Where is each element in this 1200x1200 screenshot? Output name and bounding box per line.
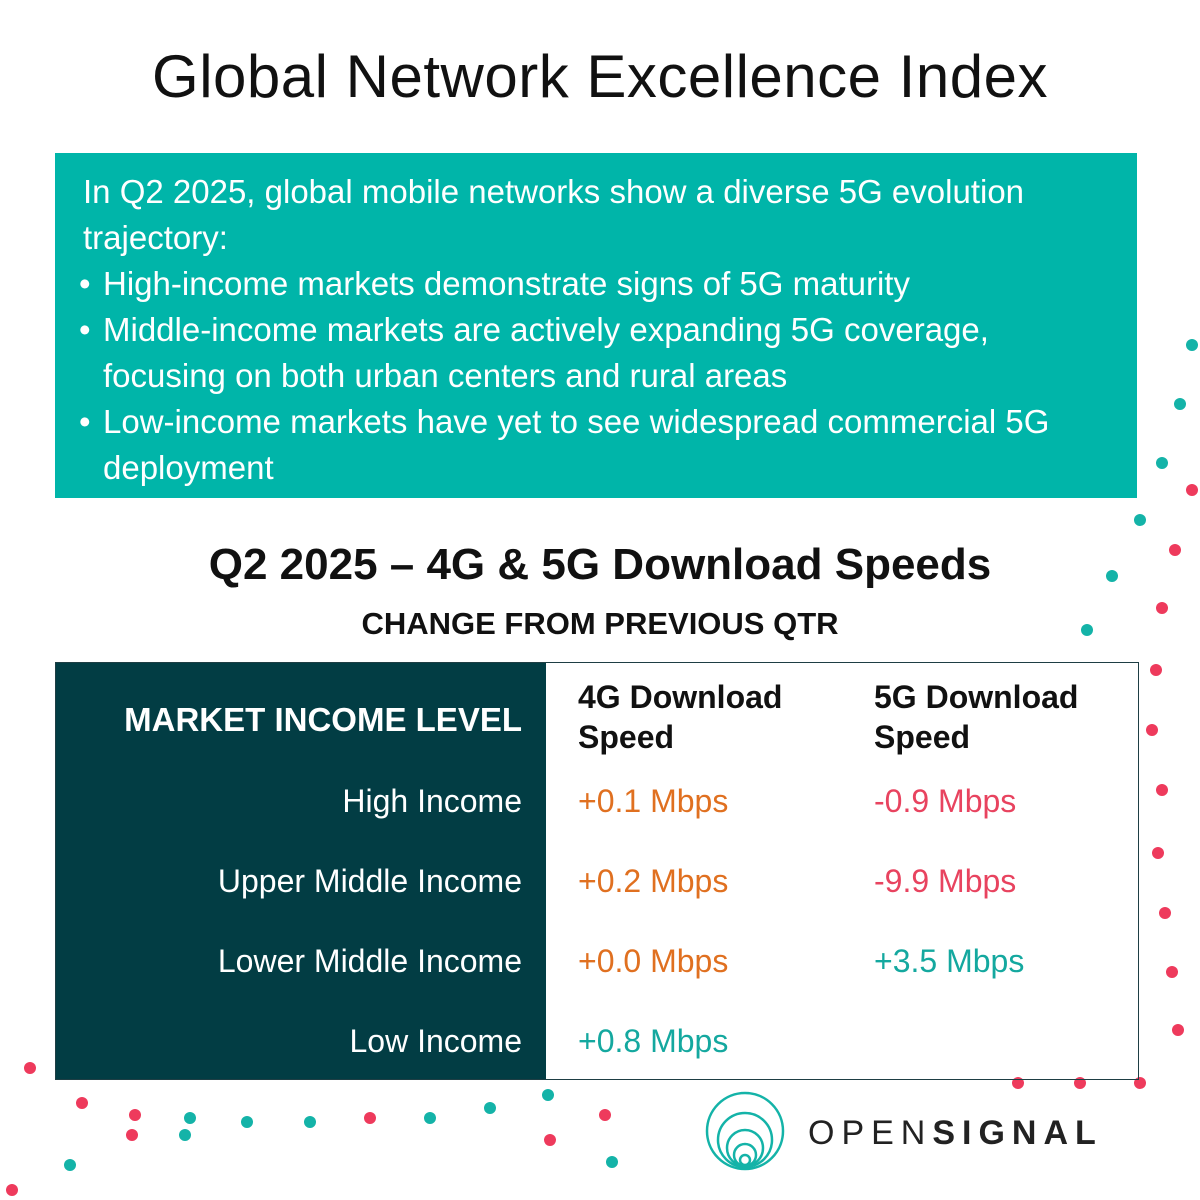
decorative-dot <box>1174 398 1186 410</box>
header-5g-download-speed: 5G Download Speed <box>874 677 1078 757</box>
decorative-dot <box>1172 1024 1184 1036</box>
opensignal-wordmark: OPENSIGNAL <box>808 1114 1103 1153</box>
summary-bullet: Low-income markets have yet to see wides… <box>79 399 1113 491</box>
row-label-high-income: High Income <box>342 783 522 819</box>
header-4g-line2: Speed <box>578 719 675 755</box>
decorative-dot <box>1159 907 1171 919</box>
decorative-dot <box>1186 339 1198 351</box>
table-caption: CHANGE FROM PREVIOUS QTR <box>361 606 839 641</box>
summary-bullet: Middle-income markets are actively expan… <box>79 307 1113 399</box>
speed-table: MARKET INCOME LEVEL High Income Upper Mi… <box>55 662 1139 1080</box>
market-income-header: MARKET INCOME LEVEL <box>124 701 522 738</box>
summary-panel: In Q2 2025, global mobile networks show … <box>55 153 1137 498</box>
row-label-upper-middle-income: Upper Middle Income <box>217 863 522 899</box>
page-title: Global Network Excellence Index <box>152 43 1048 110</box>
row-label-lower-middle-income: Lower Middle Income <box>217 943 522 979</box>
decorative-dot <box>364 1112 376 1124</box>
decorative-dot <box>1156 457 1168 469</box>
opensignal-logo-icon <box>705 1091 785 1171</box>
decorative-dot <box>24 1062 36 1074</box>
cell-4g-lower-middle-income: +0.0 Mbps <box>578 943 729 979</box>
cell-5g-lower-middle-income: +3.5 Mbps <box>874 943 1025 979</box>
decorative-dot <box>126 1129 138 1141</box>
cell-4g-low-income: +0.8 Mbps <box>578 1023 729 1059</box>
opensignal-logo: OPENSIGNAL <box>700 1090 1140 1176</box>
cell-5g-high-income: -0.9 Mbps <box>874 783 1017 819</box>
decorative-dot <box>1156 784 1168 796</box>
wordmark-signal: SIGNAL <box>932 1114 1103 1152</box>
decorative-dot <box>484 1102 496 1114</box>
decorative-dot <box>76 1097 88 1109</box>
cell-4g-high-income: +0.1 Mbps <box>578 783 729 819</box>
header-5g-line2: Speed <box>874 719 971 755</box>
decorative-dot <box>64 1159 76 1171</box>
cell-5g-upper-middle-income: -9.9 Mbps <box>874 863 1017 899</box>
summary-bullets: High-income markets demonstrate signs of… <box>79 261 1113 491</box>
decorative-dot <box>1152 847 1164 859</box>
decorative-dot <box>6 1184 18 1196</box>
summary-bullet: High-income markets demonstrate signs of… <box>79 261 1113 307</box>
decorative-dot <box>241 1116 253 1128</box>
decorative-dot <box>304 1116 316 1128</box>
decorative-dot <box>1134 514 1146 526</box>
wordmark-open: OPEN <box>808 1114 933 1152</box>
summary-intro: In Q2 2025, global mobile networks show … <box>83 173 1025 256</box>
header-4g-download-speed: 4G Download Speed <box>578 677 782 757</box>
decorative-dot <box>599 1109 611 1121</box>
decorative-dot <box>542 1089 554 1101</box>
header-5g-line1: 5G Download <box>874 679 1079 715</box>
decorative-dot <box>1186 484 1198 496</box>
decorative-dot <box>184 1112 196 1124</box>
row-label-low-income: Low Income <box>349 1023 522 1059</box>
market-column: MARKET INCOME LEVEL High Income Upper Mi… <box>56 663 546 1079</box>
decorative-dot <box>179 1129 191 1141</box>
decorative-dot <box>1146 724 1158 736</box>
decorative-dot <box>424 1112 436 1124</box>
header-4g-line1: 4G Download <box>578 679 783 715</box>
decorative-dot <box>1150 664 1162 676</box>
table-title: Q2 2025 – 4G & 5G Download Speeds <box>208 540 992 589</box>
cell-4g-upper-middle-income: +0.2 Mbps <box>578 863 729 899</box>
decorative-dot <box>129 1109 141 1121</box>
decorative-dot <box>544 1134 556 1146</box>
decorative-dot <box>606 1156 618 1168</box>
decorative-dot <box>1166 966 1178 978</box>
